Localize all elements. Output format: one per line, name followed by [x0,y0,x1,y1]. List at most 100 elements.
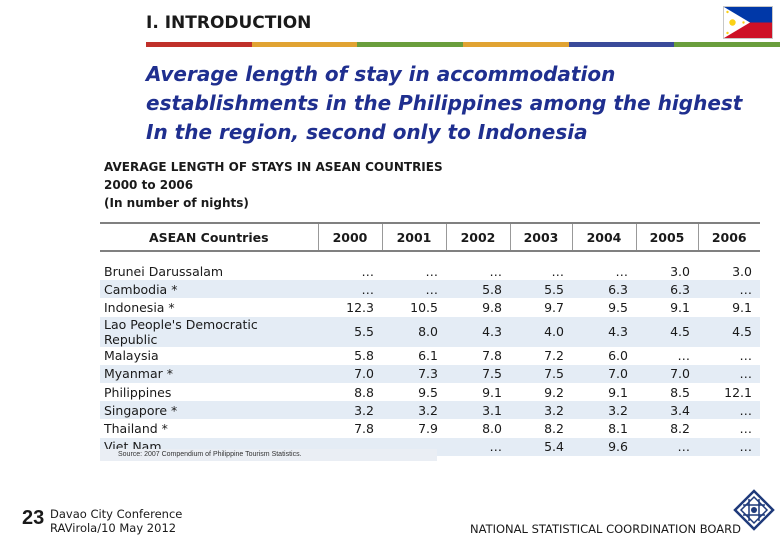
value-cell: … [739,420,753,436]
table-row: Myanmar * 7.0 7.3 7.5 7.5 7.0 7.0… [100,364,760,383]
table-row: Malaysia 5.8 6.1 7.8 7.2 6.0…… [100,347,760,365]
value-cell: 7.8 [354,420,374,436]
value-cell: 8.0 [382,316,446,347]
value-cell: … [698,401,760,420]
value-cell: 3.2 [318,401,382,420]
value-cell: 9.2 [544,384,564,400]
value-cell: 5.8 [446,280,510,299]
value-cell: 3.2 [510,401,572,420]
table-title-line: AVERAGE LENGTH OF STAYS IN ASEAN COUNTRI… [104,160,443,174]
value-cell: … [615,263,629,279]
value-cell: 8.2 [544,420,564,436]
philippine-flag-icon [723,6,773,39]
value-cell: 8.1 [608,420,628,436]
value-cell: 9.1 [482,384,502,400]
value-cell: … [425,263,439,279]
value-cell: 7.9 [418,420,438,436]
value-cell: 8.5 [670,384,690,400]
color-stripe-segment [674,42,780,47]
value-cell: 3.0 [732,263,752,279]
value-cell: 9.1 [670,299,690,315]
page-number: 23 [22,507,45,529]
column-header: ASEAN Countries [100,222,318,252]
conference-name: Davao City Conference [50,507,183,521]
country-cell: Myanmar * [100,364,318,383]
value-cell: 8.0 [482,420,502,436]
conference-info: Davao City Conference RAVirola/10 May 20… [50,507,182,535]
value-cell: 6.1 [418,348,438,364]
value-cell: 5.4 [510,437,572,456]
value-cell: … [382,280,446,299]
table-title-line: (In number of nights) [104,196,249,210]
table-header-row: ASEAN Countries 2000 2001 2002 2003 2004… [100,222,760,252]
value-cell: 8.2 [670,420,690,436]
value-cell: 9.6 [572,437,636,456]
country-cell: Singapore * [100,401,318,420]
color-stripe-segment [463,42,569,47]
value-cell: … [318,280,382,299]
value-cell: 3.4 [636,401,698,420]
table-title: AVERAGE LENGTH OF STAYS IN ASEAN COUNTRI… [104,158,443,212]
table-row: Singapore * 3.2 3.2 3.1 3.2 3.2 3.4… [100,401,760,420]
table-title-line: 2000 to 2006 [104,178,194,192]
value-cell: 3.2 [382,401,446,420]
value-cell: 3.2 [572,401,636,420]
table-row: Thailand * 7.8 7.9 8.0 8.2 8.1 8.2… [100,419,760,437]
value-cell: 7.0 [636,364,698,383]
country-cell: Malaysia [104,348,159,364]
value-cell: 12.3 [346,299,374,315]
table-row: Indonesia * 12.3 10.5 9.8 9.7 9.5 9.1 9.1 [100,298,760,316]
column-header: 2001 [381,222,446,252]
column-header: 2005 [635,222,698,252]
value-cell: 10.5 [410,299,438,315]
column-header: 2002 [445,222,510,252]
value-cell: … [446,437,510,456]
value-cell: 7.3 [382,364,446,383]
table-row: Cambodia *…… 5.8 5.5 6.3 6.3… [100,280,760,299]
value-cell: 7.2 [544,348,564,364]
value-cell: 7.0 [318,364,382,383]
value-cell: … [698,437,760,456]
color-stripe-segment [146,42,252,47]
source-note: Source: 2007 Compendium of Philippine To… [100,449,437,461]
country-cell: Cambodia * [100,280,318,299]
value-cell: 7.5 [510,364,572,383]
length-of-stay-table: ASEAN Countries 2000 2001 2002 2003 2004… [100,222,760,456]
column-header: 2000 [317,222,382,252]
value-cell: 9.1 [608,384,628,400]
value-cell: 6.3 [636,280,698,299]
value-cell: … [636,437,698,456]
slide-headline: Average length of stay in accommodation … [146,60,766,147]
value-cell: 7.5 [446,364,510,383]
value-cell: 9.5 [608,299,628,315]
value-cell: 5.5 [510,280,572,299]
value-cell: 4.3 [572,316,636,347]
value-cell: 5.8 [354,348,374,364]
value-cell: 9.5 [418,384,438,400]
value-cell: … [739,348,753,364]
value-cell: 9.8 [482,299,502,315]
table-row: Philippines 8.8 9.5 9.1 9.2 9.1 8.5 12.1 [100,383,760,401]
headline-line: establishments in the Philippines among … [146,91,743,115]
table-row: Brunei Darussalam … … … … … 3.0 3.0 [100,262,760,280]
value-cell: … [677,348,691,364]
value-cell: 4.5 [636,316,698,347]
color-stripe-segment [251,42,358,47]
value-cell: … [698,280,760,299]
value-cell: 7.0 [572,364,636,383]
table-row: Lao People's Democratic Republic 5.5 8.0 4.… [100,316,760,347]
value-cell: … [489,263,503,279]
color-stripe-segment [568,42,675,47]
column-header: 2004 [571,222,636,252]
value-cell: 5.5 [318,316,382,347]
column-header: 2003 [509,222,572,252]
country-cell: Lao People's Democratic Republic [100,316,318,347]
value-cell: 6.3 [572,280,636,299]
value-cell: 9.1 [732,299,752,315]
section-title: I. INTRODUCTION [146,13,312,33]
value-cell: … [698,364,760,383]
value-cell: 8.8 [354,384,374,400]
value-cell: 4.0 [510,316,572,347]
agency-name: NATIONAL STATISTICAL COORDINATION BOARD [470,522,741,536]
value-cell: 4.5 [698,316,760,347]
